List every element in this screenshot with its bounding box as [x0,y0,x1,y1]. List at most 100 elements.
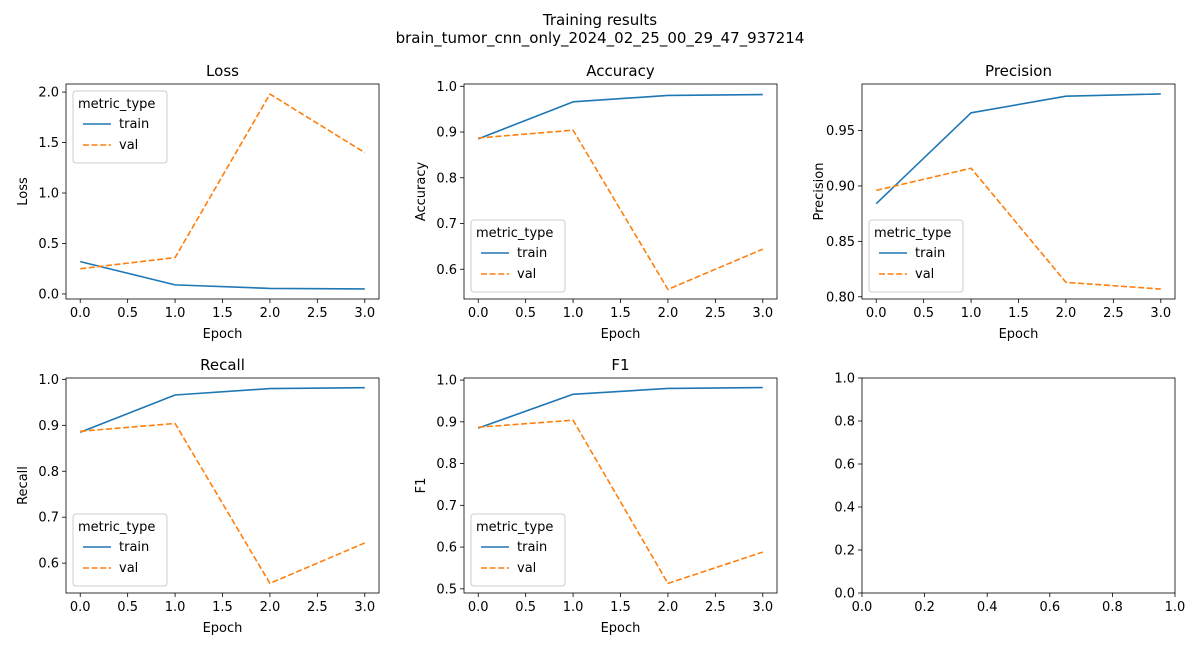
y-axis-label: F1 [414,478,429,494]
x-tick-label: 2.0 [658,306,679,321]
x-tick-label: 3.0 [354,600,375,615]
series-line-train [80,260,365,290]
legend-label-val: val [119,138,138,153]
x-tick-label: 0.8 [1102,600,1123,615]
x-tick-label: 1.5 [212,600,233,615]
y-tick-label: 0.7 [436,499,457,514]
x-tick-label: 1.0 [1165,600,1186,615]
y-tick-label: 0.6 [436,541,457,556]
x-tick-label: 2.0 [260,306,281,321]
y-tick-label: 1.0 [38,373,59,388]
x-tick-label: 1.0 [563,600,584,615]
axes-frame [463,377,778,594]
legend-label-train: train [119,117,149,132]
x-tick-label: 2.0 [1056,306,1077,321]
x-tick-label: 0.4 [977,600,998,615]
x-tick-label: 0.5 [515,306,536,321]
legend-label-train: train [517,540,547,555]
y-axis-label: Precision [812,162,827,220]
y-tick-label: 0.7 [38,511,59,526]
x-axis-label: Epoch [601,327,641,342]
subplot-title: F1 [611,356,629,374]
y-tick-label: 1.0 [436,374,457,389]
x-tick-label: 2.0 [260,600,281,615]
legend-label-train: train [915,246,945,261]
x-tick-label: 3.0 [752,600,773,615]
subplot-precision: Precision 0.0 0.5 1.0 1.5 2.0 2.5 3.0 0.80 0.85 0.… [812,62,1176,342]
series-line-val [80,422,366,585]
y-tick-label: 0.8 [436,171,457,186]
y-tick-label: 0.2 [834,544,855,559]
y-tick-label: 1.0 [38,187,59,202]
y-tick-label: 2.0 [38,86,59,101]
axes-frame [65,83,380,300]
legend-title: metric_type [874,226,951,241]
x-tick-label: 2.5 [307,306,328,321]
y-tick-label: 0.9 [436,126,457,141]
subplot-grid: Loss 0.0 0.5 1.0 1.5 2.0 2.5 3.0 0.0 0.5 1.0 1.5 2.0… [16,62,1185,636]
y-tick-label: 1.0 [436,80,457,95]
x-tick-label: 1.5 [610,600,631,615]
y-axis-label: Accuracy [414,162,429,222]
subplot-empty: 0.0 0.2 0.4 0.6 0.8 1.0 0.0 0.2 0.4 0.6 0.8 1.0 [834,372,1185,616]
subplot-loss: Loss 0.0 0.5 1.0 1.5 2.0 2.5 3.0 0.0 0.5 1.0 1.5 2.0… [16,62,380,342]
x-tick-label: 1.5 [610,306,631,321]
x-tick-label: 1.5 [212,306,233,321]
x-tick-label: 0.6 [1039,600,1060,615]
y-tick-label: 0.7 [436,217,457,232]
x-tick-label: 1.0 [165,306,186,321]
legend-label-val: val [517,561,536,576]
subplot-recall: Recall 0.0 0.5 1.0 1.5 2.0 2.5 3.0 0.6 0.7 0.8 0.9 1… [16,356,380,636]
x-tick-label: 0.5 [117,306,138,321]
y-tick-label: 0.85 [826,235,855,250]
x-tick-label: 0.0 [468,306,489,321]
x-tick-label: 2.5 [705,600,726,615]
x-axis-label: Epoch [203,621,243,636]
axes-frame [861,377,1176,594]
y-tick-label: 0.5 [436,582,457,597]
y-tick-label: 0.8 [38,465,59,480]
legend-label-val: val [915,267,934,282]
y-axis-label: Loss [16,177,31,206]
subplot-title: Precision [985,62,1052,80]
x-tick-label: 1.0 [961,306,982,321]
series-line-val [478,419,764,585]
y-tick-label: 0.6 [38,557,59,572]
subplot-title: Recall [200,356,245,374]
y-axis-label: Recall [16,466,31,505]
x-tick-label: 1.0 [563,306,584,321]
x-tick-label: 0.0 [70,306,91,321]
series-line-val [80,93,366,270]
legend-label-train: train [119,540,149,555]
y-tick-label: 1.0 [834,372,855,387]
series-line-val [478,129,764,291]
subplot-f1: F1 0.0 0.5 1.0 1.5 2.0 2.5 3.0 0.5 0.6 0.7 0.8 0.9 1.… [414,356,778,636]
y-tick-label: 0.0 [834,587,855,602]
legend-title: metric_type [476,226,553,241]
x-axis-label: Epoch [601,621,641,636]
x-tick-label: 0.5 [515,600,536,615]
x-tick-label: 0.2 [914,600,935,615]
axes-frame [861,83,1176,300]
y-tick-label: 0.4 [834,501,855,516]
subplot-title: Loss [206,62,239,80]
x-axis-label: Epoch [203,327,243,342]
subplot-accuracy: Accuracy 0.0 0.5 1.0 1.5 2.0 2.5 3.0 0.6 0.7 0.8 0.… [414,62,778,342]
subplot-title: Accuracy [586,62,655,80]
x-tick-label: 2.0 [658,600,679,615]
x-tick-label: 1.5 [1008,306,1029,321]
x-tick-label: 3.0 [1150,306,1171,321]
series-line-train [875,93,1161,205]
y-tick-label: 0.9 [436,415,457,430]
x-tick-label: 0.0 [852,600,873,615]
x-tick-label: 1.0 [165,600,186,615]
series-line-train [79,386,365,433]
x-tick-label: 0.5 [913,306,934,321]
legend-label-val: val [517,267,536,282]
figure-subtitle: brain_tumor_cnn_only_2024_02_25_00_29_47… [396,29,805,48]
legend-label-train: train [517,246,547,261]
legend-title: metric_type [78,97,155,112]
